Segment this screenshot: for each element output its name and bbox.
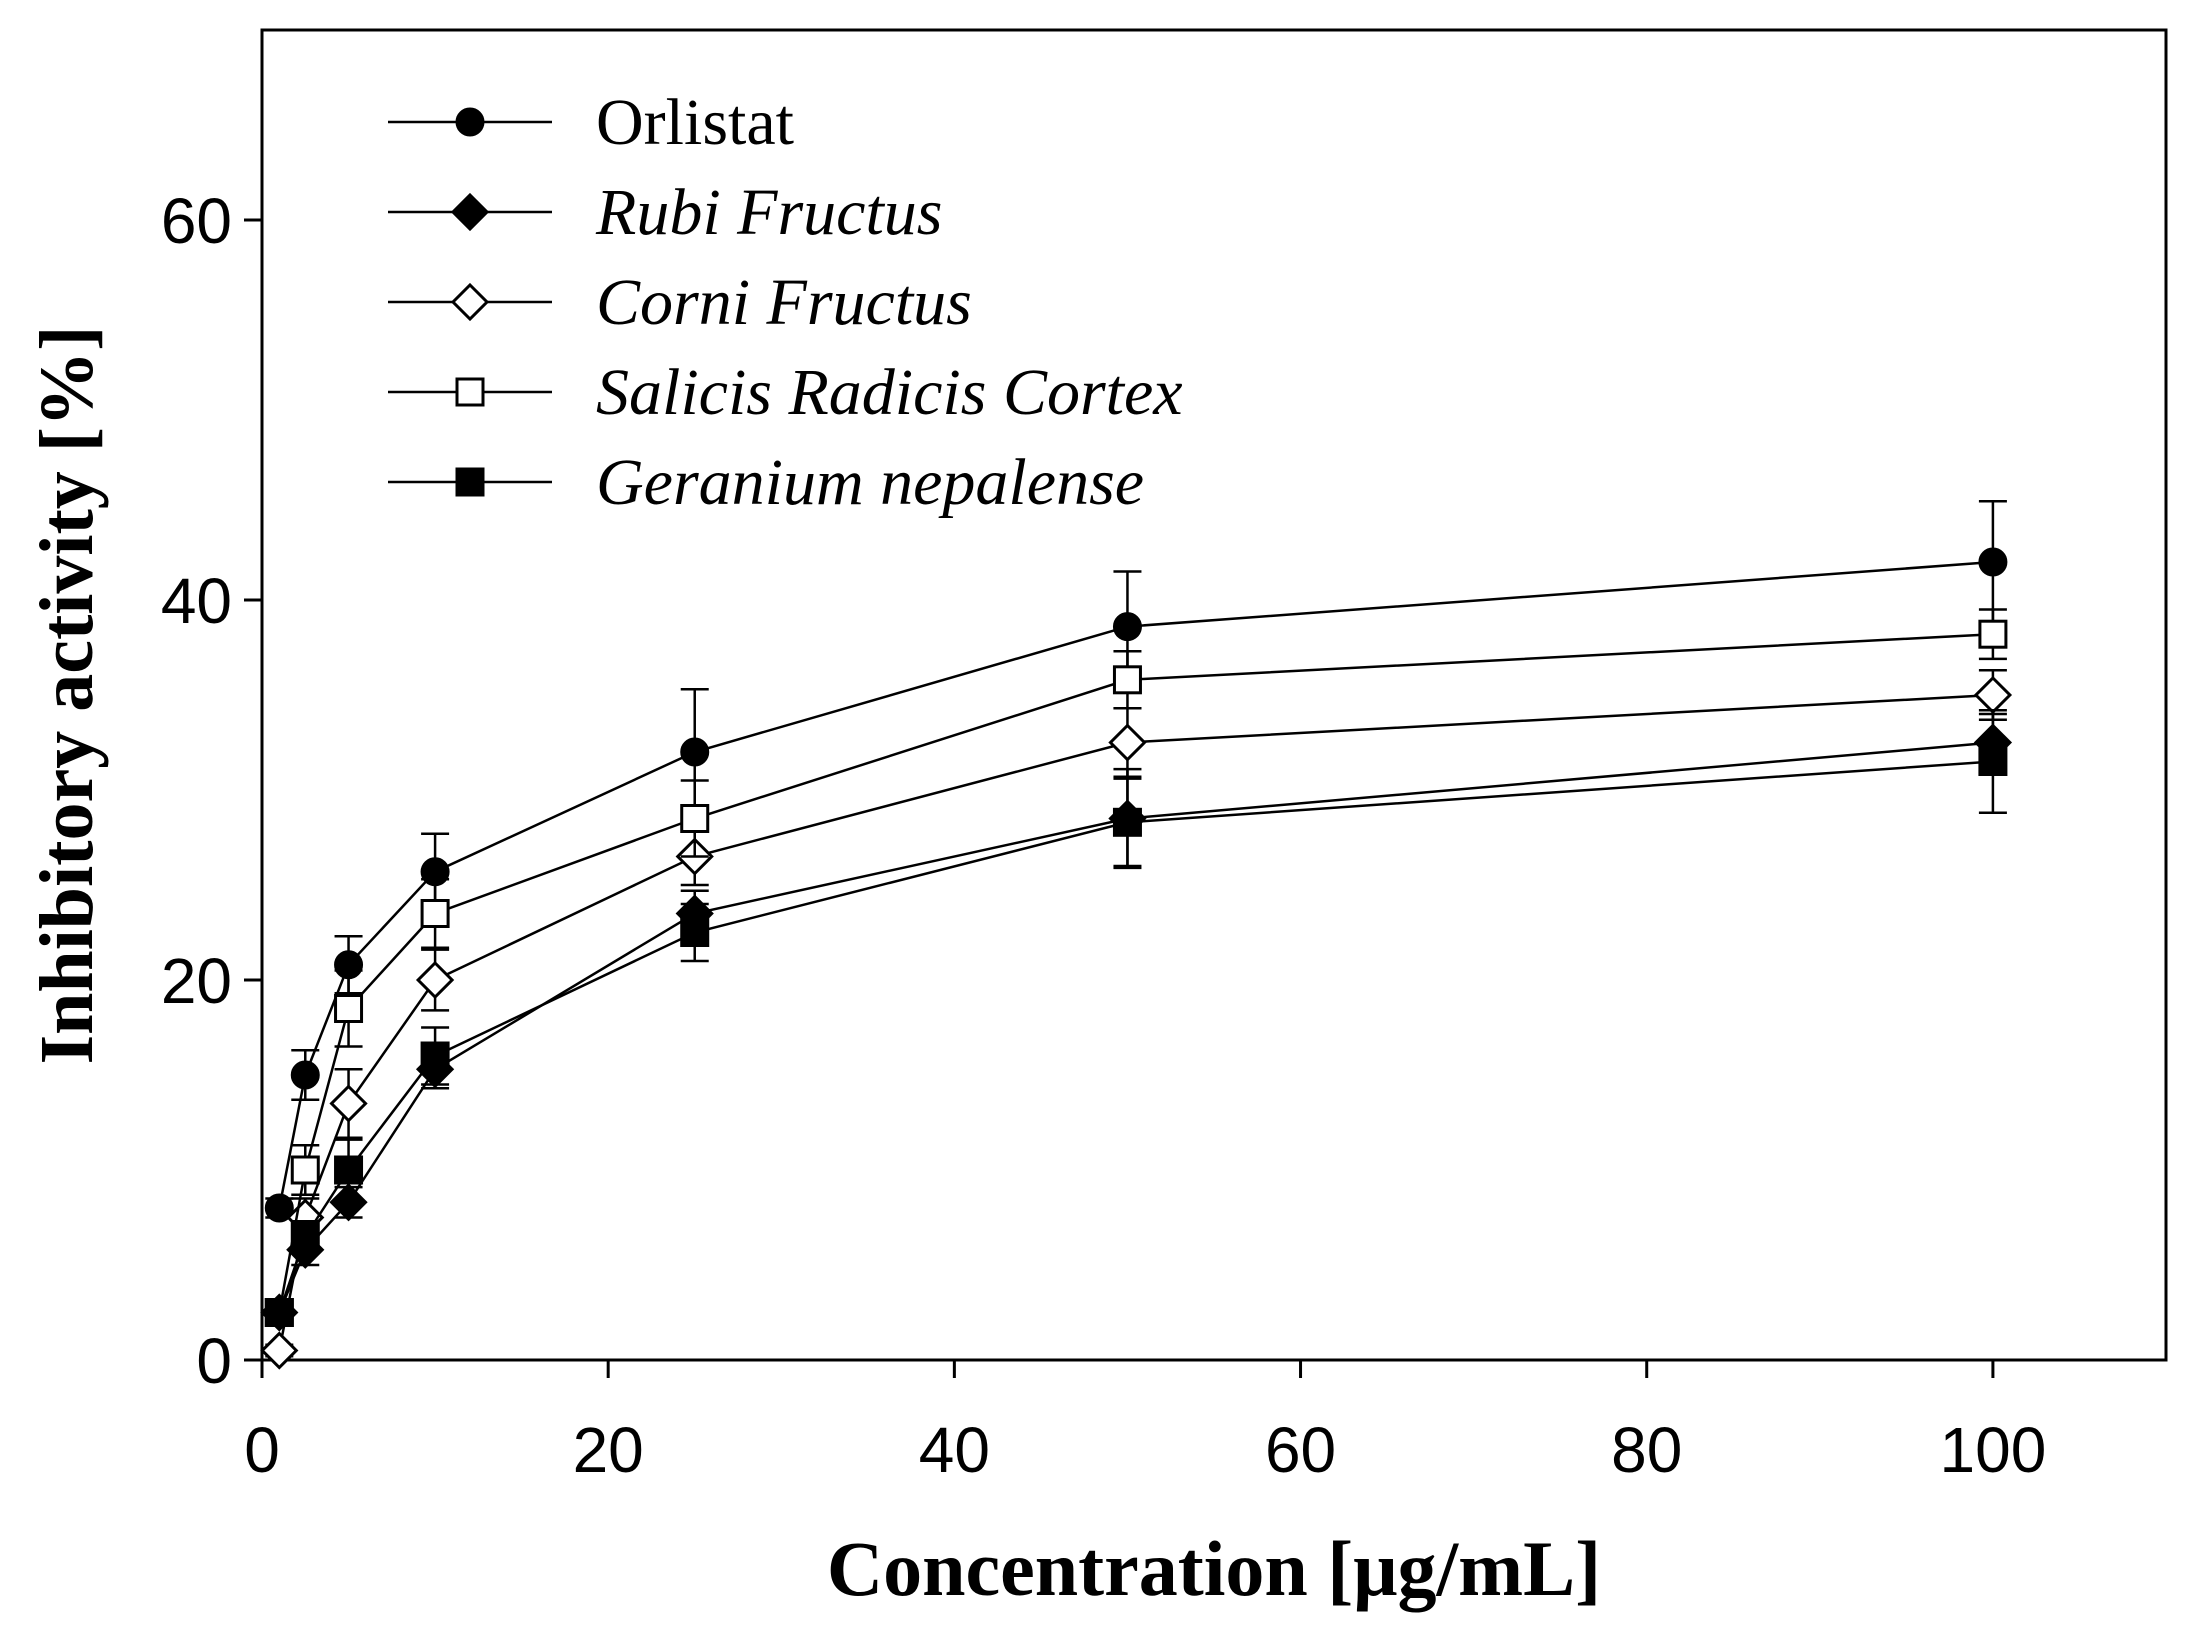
- legend: Orlistat Rubi Fructus Corni Fructus Salicis…: [388, 86, 1183, 519]
- data-point: [415, 960, 455, 1000]
- x-tick-label: 20: [573, 1414, 644, 1486]
- x-tick-label: 80: [1611, 1414, 1682, 1486]
- data-point: [1112, 807, 1142, 837]
- legend-marker: [455, 467, 485, 497]
- series-geranium-nepalense: [264, 708, 2008, 1327]
- series-orlistat: [264, 499, 2008, 1223]
- data-point: [329, 1183, 368, 1222]
- legend-item: Corni Fructus: [388, 266, 972, 339]
- series-line: [278, 760, 1993, 1313]
- y-tick-label: 40: [161, 565, 232, 637]
- legend-label: Orlistat: [596, 86, 794, 159]
- data-point: [260, 1331, 299, 1370]
- y-tick-label: 0: [196, 1325, 232, 1397]
- legend-marker: [455, 107, 485, 137]
- legend-label: Salicis Radicis Cortex: [596, 356, 1183, 429]
- data-point: [290, 1155, 320, 1185]
- legend-item: Salicis Radicis Cortex: [388, 356, 1183, 429]
- data-point: [680, 737, 710, 767]
- legend-item: Geranium nepalense: [388, 446, 1144, 519]
- y-axis-label: Inhibitory activity [%]: [25, 326, 109, 1065]
- legend-marker: [450, 282, 490, 322]
- data-point: [1973, 675, 2013, 715]
- x-axis-label: Concentration [μg/mL]: [827, 1525, 1601, 1612]
- data-point: [1978, 747, 2008, 776]
- data-point: [420, 1041, 450, 1071]
- legend-marker: [455, 377, 485, 407]
- legend-label: Rubi Fructus: [595, 176, 942, 249]
- y-tick-label: 60: [161, 185, 232, 257]
- plot-frame: [260, 28, 2168, 1362]
- x-tick-label: 60: [1265, 1414, 1336, 1486]
- data-point: [1978, 547, 2008, 577]
- series-corni-fructus: [260, 669, 2013, 1370]
- legend-label: Geranium nepalense: [596, 446, 1144, 519]
- data-point: [680, 804, 710, 833]
- series-line: [278, 693, 1993, 1351]
- data-point: [680, 918, 710, 947]
- x-tick-label: 40: [919, 1414, 990, 1486]
- data-point: [334, 1155, 364, 1185]
- data-point: [264, 1193, 294, 1223]
- data-point: [1978, 619, 2008, 649]
- data-point: [264, 1298, 294, 1327]
- data-point: [420, 899, 450, 928]
- legend-label: Corni Fructus: [596, 266, 972, 339]
- data-point: [1112, 612, 1142, 642]
- data-point: [329, 1084, 368, 1123]
- data-point: [334, 994, 364, 1023]
- data-point: [290, 1222, 320, 1251]
- axis-ticks: 0 20 40 60 80 100 0 20 40 60: [161, 185, 2046, 1486]
- data-series: [260, 499, 2013, 1370]
- series-rubi-fructus: [260, 712, 2013, 1332]
- data-point: [1108, 723, 1147, 762]
- legend-item: Orlistat: [388, 86, 794, 159]
- x-tick-label: 100: [1940, 1414, 2047, 1486]
- data-point: [1112, 665, 1142, 695]
- x-tick-label: 0: [244, 1414, 280, 1486]
- y-tick-label: 20: [161, 945, 232, 1017]
- legend-marker: [450, 192, 490, 232]
- data-point: [290, 1060, 320, 1090]
- legend-item: Rubi Fructus: [388, 176, 942, 249]
- series-salicis-radicis-cortex: [264, 608, 2008, 1327]
- series-line: [278, 560, 1994, 1209]
